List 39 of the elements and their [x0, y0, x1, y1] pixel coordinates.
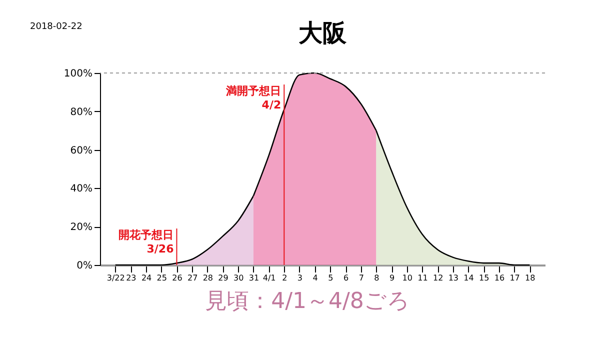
- x-tick-label: 2: [282, 274, 288, 282]
- x-tick-label: 26: [172, 274, 182, 282]
- x-tick-label: 31: [248, 274, 260, 282]
- x-tick-label: 7: [358, 274, 364, 282]
- chart-title: 大阪: [298, 19, 348, 47]
- x-tick-label: 8: [374, 274, 380, 282]
- x-tick-label: 14: [464, 274, 474, 282]
- x-tick-label: 6: [343, 274, 349, 282]
- text: 見頃：4/1～4/8ごろ: [204, 288, 411, 316]
- x-tick-label: 16: [494, 274, 505, 282]
- x-tick-label: 4: [312, 274, 318, 282]
- ref-line-label: 開花予想日 3/26: [118, 228, 174, 256]
- x-tick-label: 27: [187, 274, 198, 282]
- x-tick-label: 18: [525, 274, 536, 282]
- x-tick-label: 12: [432, 274, 444, 282]
- x-tick-label: 10: [402, 274, 412, 282]
- text: 2018-02-22: [30, 22, 82, 32]
- x-tick-label: 25: [156, 274, 167, 282]
- x-tick-label: 11: [418, 274, 428, 282]
- x-tick-label: 15: [479, 274, 490, 282]
- x-tick-label: 3/22: [106, 274, 125, 282]
- y-tick-label: 0%: [76, 260, 92, 272]
- x-tick-label: 28: [202, 274, 214, 282]
- x-tick-label: 29: [218, 274, 228, 282]
- y-tick-label: 60%: [70, 145, 92, 156]
- x-tick-label: 13: [448, 274, 459, 282]
- x-tick-label: 4/1: [262, 274, 276, 282]
- x-tick-label: 3: [297, 274, 303, 282]
- y-tick-label: 100%: [64, 68, 92, 80]
- ref-line-label: 満開予想日 4/2: [225, 84, 282, 112]
- x-tick-label: 23: [126, 274, 136, 282]
- y-tick-label: 40%: [70, 184, 92, 195]
- x-tick-label: 5: [328, 274, 334, 282]
- y-tick-label: 20%: [70, 222, 92, 234]
- y-tick-label: 80%: [70, 106, 92, 118]
- x-tick-label: 24: [141, 274, 152, 282]
- x-tick-label: 17: [510, 274, 520, 282]
- x-tick-label: 9: [390, 274, 395, 282]
- x-tick-label: 30: [234, 274, 244, 282]
